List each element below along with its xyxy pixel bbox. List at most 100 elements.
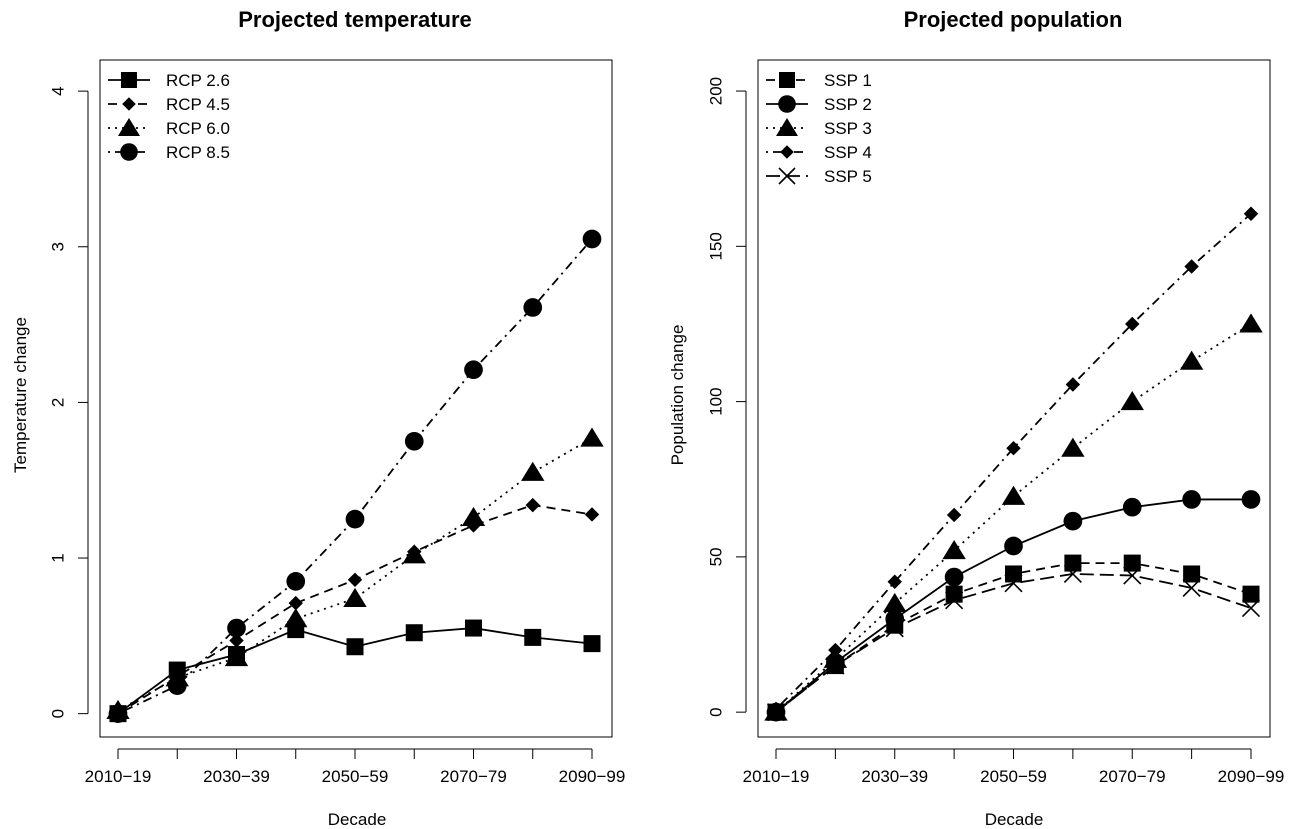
data-point	[887, 574, 902, 589]
data-point	[1241, 599, 1261, 618]
data-point	[286, 572, 306, 591]
data-point	[229, 633, 244, 648]
data-point	[944, 567, 964, 587]
x-axis-label: Decade	[328, 810, 387, 829]
data-point	[521, 461, 545, 481]
data-point	[1243, 206, 1259, 221]
x-tick-label: 2090−99	[559, 767, 626, 786]
legend-label: SSP 3	[824, 119, 872, 138]
data-point	[224, 647, 249, 667]
data-point	[227, 618, 246, 638]
data-point	[346, 638, 364, 656]
legend-marker	[778, 95, 796, 113]
legend-marker	[118, 118, 140, 136]
legend-label: RCP 2.6	[166, 71, 230, 90]
legend-marker	[780, 145, 794, 159]
y-tick-label: 3	[49, 242, 68, 251]
legend-marker	[122, 97, 136, 111]
x-tick-label: 2030−39	[861, 767, 928, 786]
data-point	[1064, 554, 1082, 572]
legend-label: SSP 1	[824, 71, 872, 90]
x-tick-label: 2070−79	[1099, 767, 1166, 786]
legend-label: SSP 2	[824, 95, 872, 114]
data-point	[1123, 554, 1141, 572]
chart-title: Projected temperature	[238, 7, 472, 32]
data-point	[828, 642, 843, 658]
data-point	[768, 701, 784, 717]
data-point	[1004, 536, 1023, 556]
data-point	[1123, 566, 1142, 585]
legend-marker	[121, 72, 137, 88]
series-line-2	[117, 504, 593, 715]
y-tick-label: 0	[707, 707, 726, 716]
data-point	[464, 360, 483, 380]
data-point	[525, 497, 540, 513]
y-axis-label: Population change	[668, 325, 687, 466]
y-axis-label: Temperature change	[11, 317, 30, 473]
data-point	[1125, 316, 1140, 332]
y-tick-label: 1	[49, 553, 68, 562]
data-point	[524, 628, 542, 646]
y-tick-label: 0	[49, 709, 68, 718]
legend-label: RCP 6.0	[166, 119, 230, 138]
data-point	[284, 608, 308, 628]
data-point	[1182, 578, 1201, 598]
x-tick-label: 2030−39	[203, 767, 270, 786]
data-point	[402, 544, 426, 564]
data-point	[582, 229, 602, 249]
data-point	[1122, 497, 1142, 517]
data-point	[1184, 259, 1199, 274]
x-tick-label: 2070−79	[440, 767, 507, 786]
data-point	[584, 507, 600, 522]
data-point	[523, 298, 543, 317]
series-line-4	[775, 213, 1252, 710]
legend-label: SSP 4	[824, 143, 872, 162]
series-line-2	[775, 498, 1251, 713]
legend-marker	[779, 72, 795, 88]
legend-marker	[778, 167, 796, 185]
y-tick-label: 4	[49, 86, 68, 95]
legend-marker	[776, 118, 798, 136]
data-point	[1001, 485, 1026, 505]
data-point	[1179, 350, 1204, 370]
legend-marker	[120, 143, 138, 161]
x-tick-label: 2090−99	[1218, 767, 1285, 786]
data-point	[167, 676, 187, 695]
temperature-panel: Projected temperature Decade Temperature…	[11, 7, 625, 829]
data-point	[404, 431, 424, 451]
data-point	[883, 592, 907, 612]
data-point	[1005, 565, 1022, 583]
x-tick-label: 2010−19	[85, 767, 152, 786]
data-point	[465, 619, 482, 637]
data-point	[826, 656, 845, 675]
data-point	[461, 506, 486, 527]
y-tick-label: 2	[49, 398, 68, 407]
x-tick-label: 2010−19	[743, 767, 810, 786]
series-line-5	[775, 573, 1252, 713]
data-point	[942, 540, 966, 560]
data-point	[347, 572, 363, 588]
data-point	[766, 703, 786, 722]
legend-label: SSP 5	[824, 167, 872, 186]
y-tick-label: 150	[707, 232, 726, 260]
data-point	[1183, 565, 1201, 583]
data-point	[945, 585, 963, 603]
series-line-3	[775, 323, 1252, 713]
data-point	[345, 509, 365, 529]
data-point	[1065, 377, 1081, 392]
y-tick-label: 200	[707, 77, 726, 105]
data-point	[583, 635, 601, 653]
data-point	[405, 624, 423, 642]
legend-label: RCP 4.5	[166, 95, 230, 114]
data-point	[288, 595, 303, 611]
x-tick-label: 2050−59	[322, 767, 389, 786]
data-point	[1182, 490, 1201, 509]
x-axis-label: Decade	[985, 810, 1044, 829]
data-point	[823, 648, 848, 668]
data-point	[885, 619, 904, 638]
data-point	[1239, 313, 1263, 333]
plot-frame	[757, 59, 1271, 738]
population-panel: Projected population Decade Population c…	[668, 7, 1284, 829]
plot-frame	[99, 59, 613, 738]
